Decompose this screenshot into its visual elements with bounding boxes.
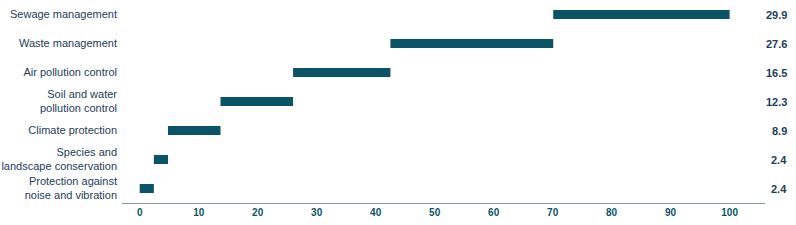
- svg-text:12.3: 12.3: [766, 96, 787, 108]
- svg-text:100: 100: [721, 207, 738, 218]
- svg-text:Species andlandscape conservat: Species andlandscape conservation: [1, 146, 117, 172]
- svg-text:80: 80: [606, 207, 618, 218]
- svg-text:Waste management: Waste management: [19, 37, 117, 49]
- svg-text:29.9: 29.9: [766, 9, 787, 21]
- svg-text:90: 90: [665, 207, 677, 218]
- svg-text:16.5: 16.5: [766, 67, 787, 79]
- svg-text:40: 40: [370, 207, 382, 218]
- svg-text:Soil and waterpollution contro: Soil and waterpollution control: [40, 88, 117, 114]
- svg-text:10: 10: [193, 207, 205, 218]
- svg-text:50: 50: [429, 207, 441, 218]
- svg-text:Climate protection: Climate protection: [28, 124, 117, 136]
- svg-text:27.6: 27.6: [766, 38, 787, 50]
- svg-text:2.4: 2.4: [771, 183, 787, 195]
- svg-text:Air pollution control: Air pollution control: [23, 66, 117, 78]
- svg-text:2.4: 2.4: [771, 154, 787, 166]
- svg-text:60: 60: [488, 207, 500, 218]
- svg-text:70: 70: [547, 207, 559, 218]
- svg-text:0: 0: [137, 207, 143, 218]
- svg-text:Protection againstnoise and vi: Protection againstnoise and vibration: [25, 175, 117, 201]
- svg-text:20: 20: [252, 207, 264, 218]
- svg-text:Sewage management: Sewage management: [10, 8, 117, 20]
- svg-text:30: 30: [311, 207, 323, 218]
- svg-text:8.9: 8.9: [772, 125, 787, 137]
